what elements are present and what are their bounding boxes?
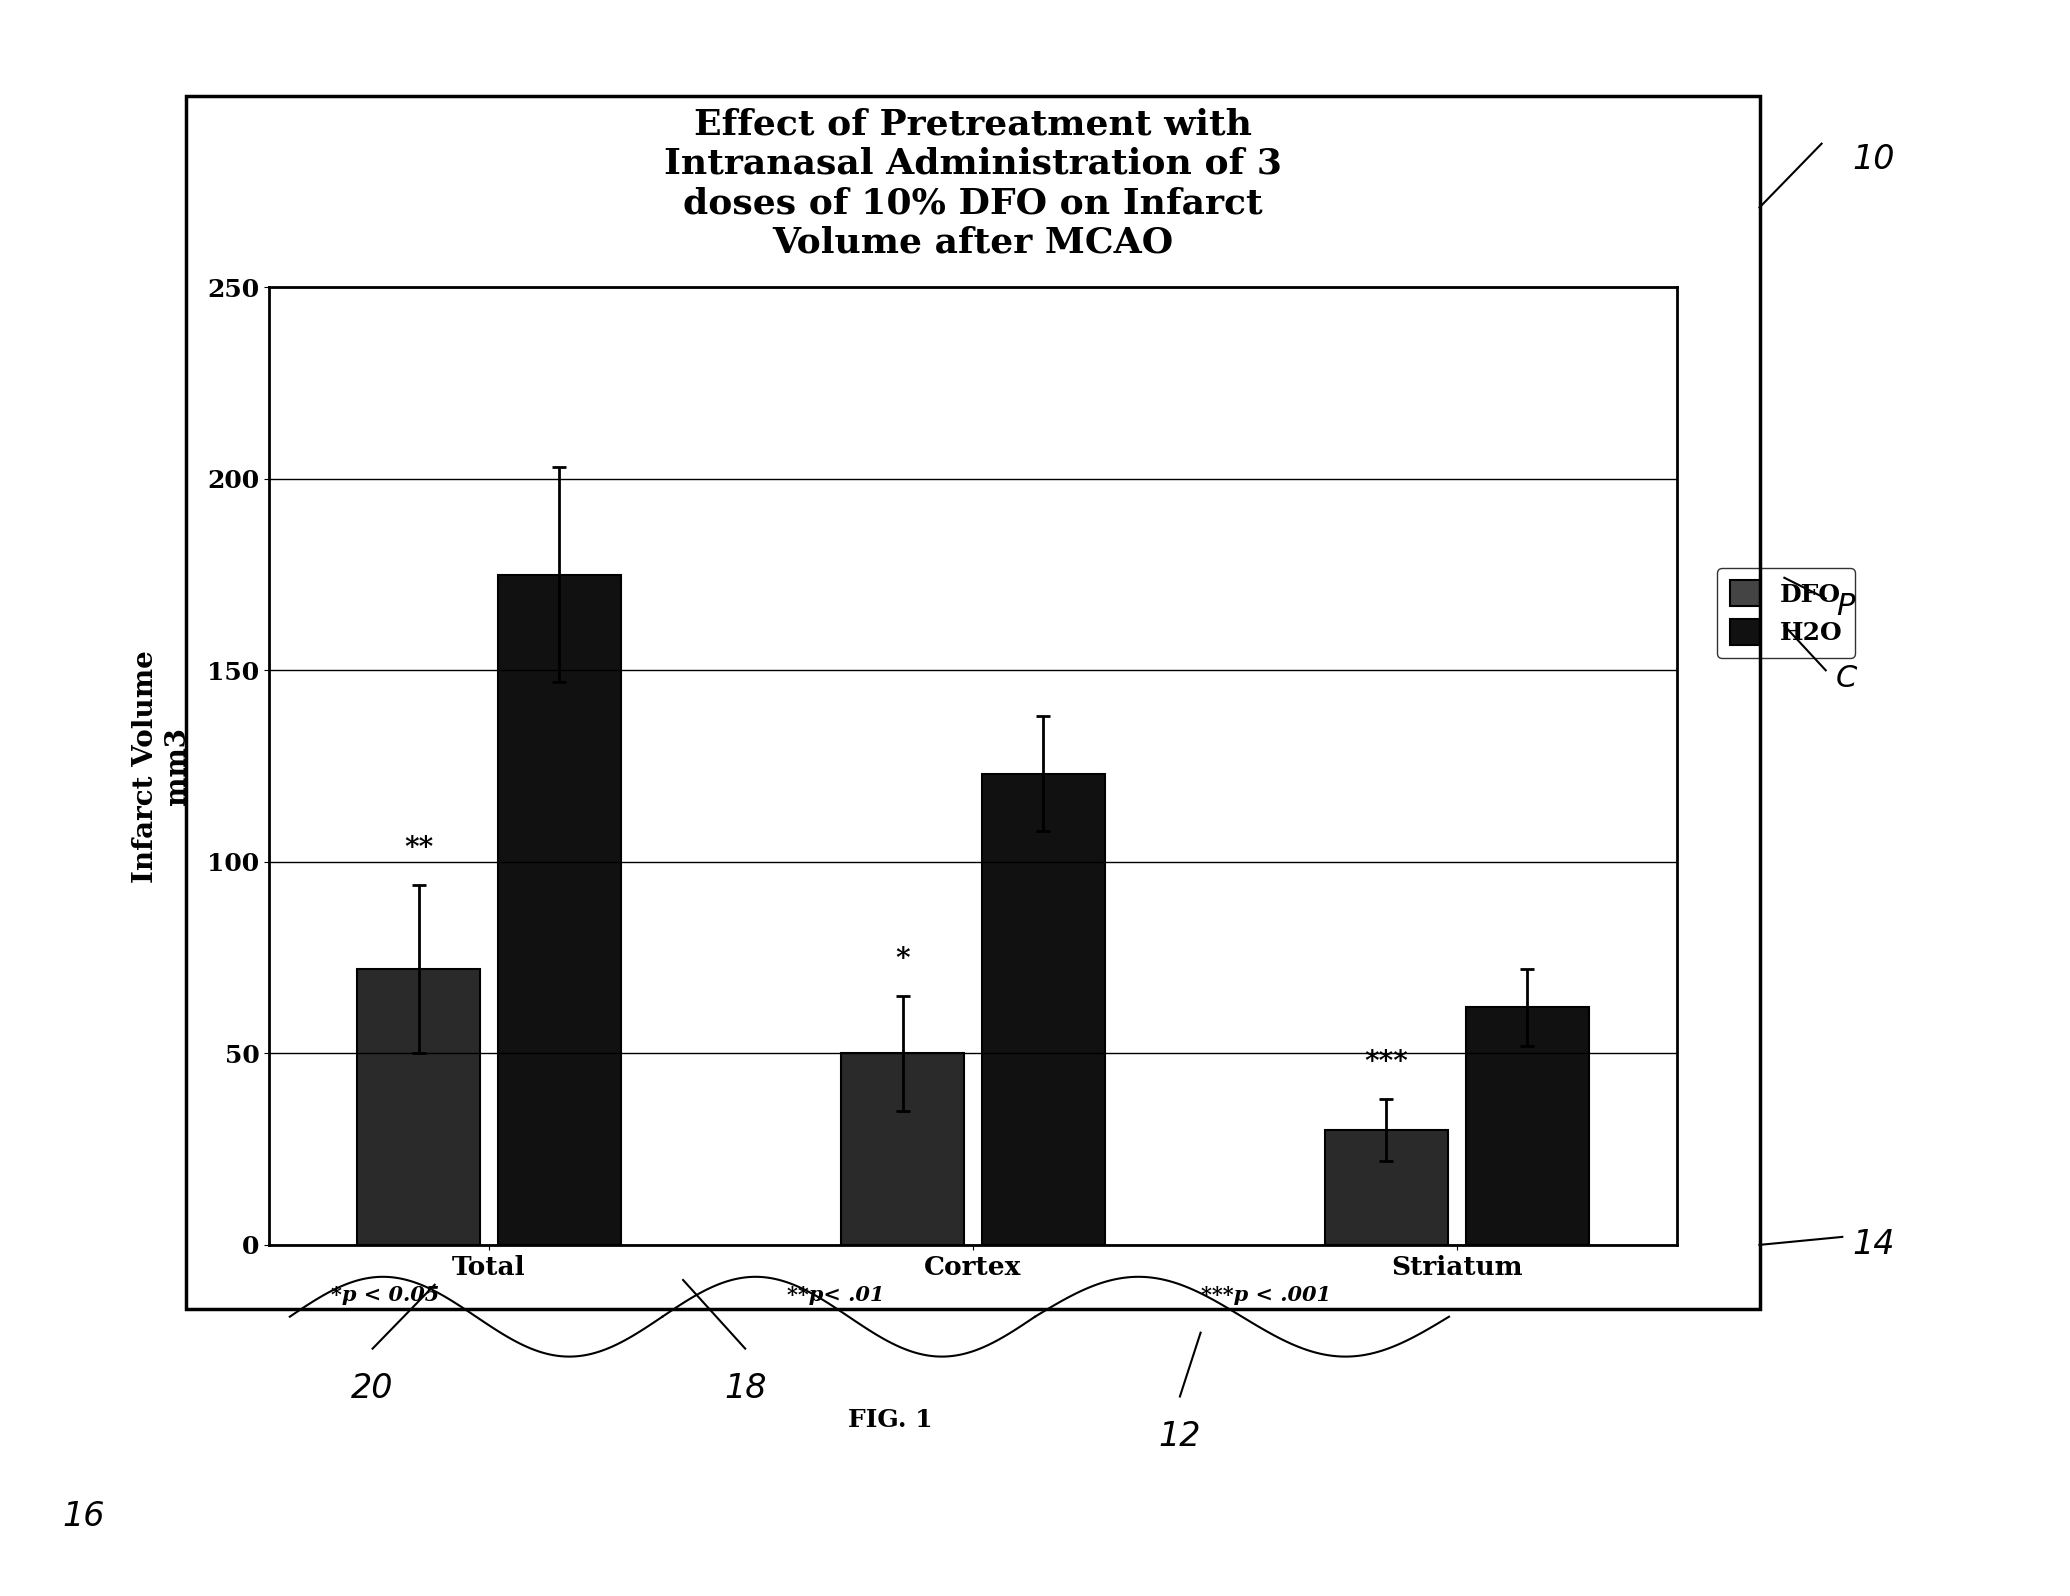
Text: 18: 18 xyxy=(724,1373,766,1404)
Text: C: C xyxy=(1836,664,1857,693)
Bar xyxy=(499,575,621,1245)
Text: ***: *** xyxy=(1364,1049,1408,1076)
Text: **p< .01: **p< .01 xyxy=(787,1285,884,1306)
Bar xyxy=(840,1053,965,1245)
Text: *p < 0.05: *p < 0.05 xyxy=(331,1285,439,1306)
Legend: DFO, H2O: DFO, H2O xyxy=(1718,568,1855,658)
Text: 14: 14 xyxy=(1853,1229,1896,1261)
Text: FIG. 1: FIG. 1 xyxy=(849,1408,932,1433)
Title: Effect of Pretreatment with
Intranasal Administration of 3
doses of 10% DFO on I: Effect of Pretreatment with Intranasal A… xyxy=(664,107,1281,260)
Bar xyxy=(1466,1007,1590,1245)
Bar xyxy=(358,969,480,1245)
Text: 20: 20 xyxy=(352,1373,393,1404)
Text: **: ** xyxy=(404,835,433,862)
Text: ***p < .001: ***p < .001 xyxy=(1201,1285,1331,1306)
Text: 10: 10 xyxy=(1853,144,1896,176)
Text: 16: 16 xyxy=(62,1500,106,1532)
Y-axis label: Infarct Volume
mm3: Infarct Volume mm3 xyxy=(132,650,190,883)
Text: P: P xyxy=(1836,592,1855,621)
Text: 12: 12 xyxy=(1159,1420,1201,1452)
Text: *: * xyxy=(894,946,911,974)
Bar xyxy=(981,774,1105,1245)
Bar xyxy=(1325,1130,1447,1245)
